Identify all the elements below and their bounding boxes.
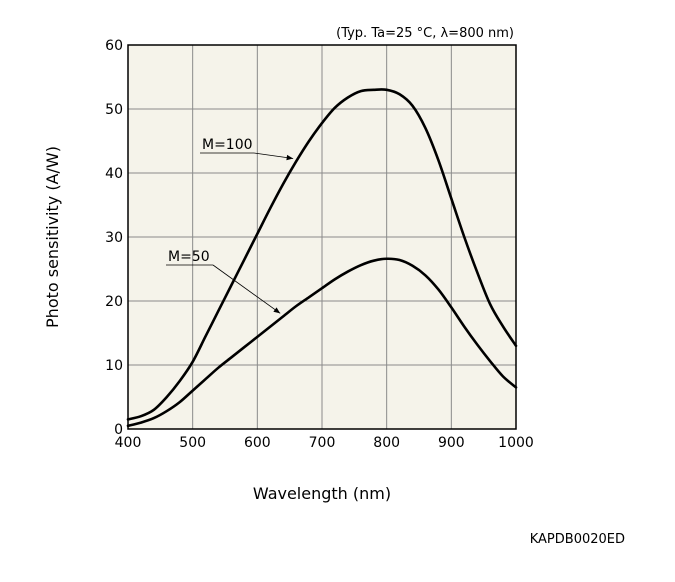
y-tick-label-0: 0	[114, 422, 123, 438]
curve-label-m-100: M=100	[202, 137, 253, 153]
x-tick-label-400: 400	[115, 435, 142, 451]
y-tick-labels: 0 10 20 30 40 50 60	[105, 38, 123, 438]
y-tick-label-20: 20	[105, 294, 123, 310]
x-tick-label-800: 800	[373, 435, 400, 451]
plot-frame	[127, 44, 517, 430]
curve-annotations: M=100 M=50	[166, 137, 294, 314]
x-axis-title: Wavelength (nm)	[253, 484, 391, 503]
y-tick-label-10: 10	[105, 358, 123, 374]
conditions-note: (Typ. Ta=25 °C, λ=800 nm)	[336, 26, 514, 41]
x-tick-label-500: 500	[179, 435, 206, 451]
x-tick-labels: 400 500 600 700 800 900 1000	[115, 435, 534, 451]
curve-leader-m-100	[253, 152, 294, 159]
series-line-m-50	[126, 257, 518, 428]
y-axis-title: Photo sensitivity (A/W)	[43, 146, 62, 328]
y-tick-label-50: 50	[105, 102, 123, 118]
curve-label-m-50: M=50	[168, 249, 210, 265]
y-tick-label-40: 40	[105, 166, 123, 182]
curve-arrowhead-m-100	[286, 154, 294, 161]
x-tick-label-1000: 1000	[498, 435, 534, 451]
curve-arrowhead-m-50	[273, 307, 281, 314]
series-line-m-100	[126, 88, 518, 421]
x-tick-label-600: 600	[244, 435, 271, 451]
x-tick-label-700: 700	[309, 435, 336, 451]
curve-leader-m-50	[212, 264, 281, 314]
x-tick-label-900: 900	[438, 435, 465, 451]
curves	[126, 88, 518, 428]
y-tick-label-30: 30	[105, 230, 123, 246]
figure-code: KAPDB0020ED	[530, 532, 625, 547]
y-tick-label-60: 60	[105, 38, 123, 54]
